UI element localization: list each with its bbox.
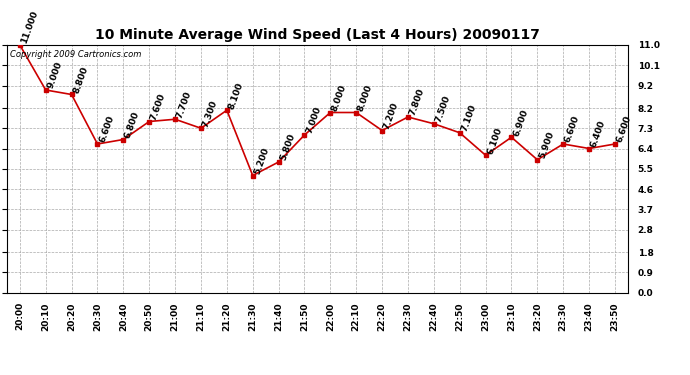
Text: Copyright 2009 Cartronics.com: Copyright 2009 Cartronics.com <box>10 50 141 59</box>
Text: 11.000: 11.000 <box>20 10 40 45</box>
Text: 6.900: 6.900 <box>511 108 530 137</box>
Text: 6.400: 6.400 <box>589 119 607 148</box>
Text: 7.300: 7.300 <box>201 99 219 128</box>
Text: 8.000: 8.000 <box>331 83 348 112</box>
Text: 5.900: 5.900 <box>538 130 555 160</box>
Text: 6.100: 6.100 <box>486 126 504 155</box>
Text: 6.600: 6.600 <box>97 114 115 144</box>
Text: 8.800: 8.800 <box>72 65 90 94</box>
Title: 10 Minute Average Wind Speed (Last 4 Hours) 20090117: 10 Minute Average Wind Speed (Last 4 Hou… <box>95 28 540 42</box>
Text: 7.000: 7.000 <box>304 105 322 135</box>
Text: 7.100: 7.100 <box>460 103 478 133</box>
Text: 7.800: 7.800 <box>408 87 426 117</box>
Text: 6.800: 6.800 <box>124 110 141 140</box>
Text: 7.600: 7.600 <box>149 92 168 122</box>
Text: 5.800: 5.800 <box>279 132 297 162</box>
Text: 8.100: 8.100 <box>227 81 245 110</box>
Text: 7.700: 7.700 <box>175 90 193 119</box>
Text: 6.600: 6.600 <box>615 114 633 144</box>
Text: 6.600: 6.600 <box>563 114 581 144</box>
Text: 7.200: 7.200 <box>382 101 400 130</box>
Text: 9.000: 9.000 <box>46 60 63 90</box>
Text: 5.200: 5.200 <box>253 146 270 176</box>
Text: 8.000: 8.000 <box>356 83 374 112</box>
Text: 7.500: 7.500 <box>434 94 452 124</box>
